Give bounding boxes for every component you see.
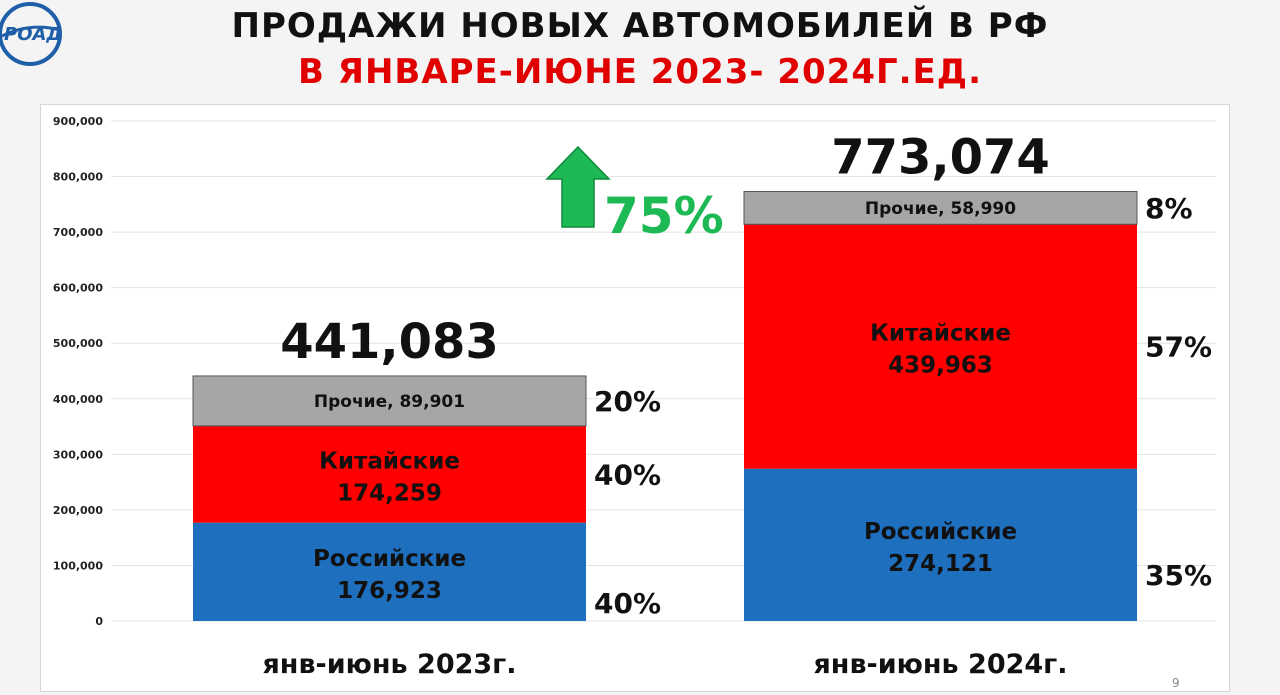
svg-text:РОАД: РОАД (4, 24, 62, 45)
category-label: янв-июнь 2024г. (813, 649, 1067, 680)
total-label: 441,083 (280, 314, 499, 370)
share-label: 40% (594, 458, 661, 491)
share-label: 40% (594, 587, 661, 620)
segment-value-label: 174,259 (337, 480, 442, 506)
segment-label: Прочие, 89,901 (314, 392, 465, 412)
share-label: 8% (1145, 192, 1193, 225)
y-tick-label: 300,000 (53, 448, 103, 461)
segment-chinese (744, 224, 1137, 469)
series-name-label: Российские (313, 546, 466, 572)
segment-russian (193, 522, 586, 621)
title-line-1: ПРОДАЖИ НОВЫХ АВТОМОБИЛЕЙ В РФ (231, 6, 1049, 46)
y-tick-label: 400,000 (53, 393, 103, 406)
y-tick-label: 200,000 (53, 504, 103, 517)
y-tick-label: 500,000 (53, 337, 103, 350)
segment-chinese (193, 425, 586, 523)
category-label: янв-июнь 2023г. (262, 649, 516, 680)
share-label: 35% (1145, 559, 1212, 592)
y-tick-label: 100,000 (53, 559, 103, 572)
growth-arrow-icon (545, 145, 611, 228)
segment-other (743, 191, 1138, 225)
stacked-bar-chart: 0 100,000 200,000 300,000 400,000 500,000 600,… (53, 115, 1216, 680)
chart-panel: 0 100,000 200,000 300,000 400,000 500,000 600,… (40, 104, 1230, 692)
segment-value-label: 176,923 (337, 578, 442, 604)
series-name-label: Российские (864, 519, 1017, 545)
segment-other (192, 375, 587, 427)
slide-number: 9 (1172, 676, 1180, 690)
y-tick-label: 900,000 (53, 115, 103, 128)
share-label: 57% (1145, 330, 1212, 363)
title-line-2: В ЯНВАРЕ-ИЮНЕ 2023- 2024Г.ЕД. (298, 52, 982, 92)
y-tick-label: 800,000 (53, 171, 103, 184)
segment-value-label: 274,121 (888, 551, 993, 577)
segment-russian (744, 468, 1137, 621)
y-tick-label: 0 (95, 615, 103, 628)
segment-label: Прочие, 58,990 (865, 199, 1016, 219)
share-label: 20% (594, 385, 661, 418)
series-name-label: Китайские (870, 320, 1011, 346)
total-label: 773,074 (831, 130, 1050, 186)
y-tick-label: 600,000 (53, 282, 103, 295)
road-logo: РОАД (0, 2, 62, 66)
series-name-label: Китайские (319, 448, 460, 474)
y-tick-label: 700,000 (53, 226, 103, 239)
segment-value-label: 439,963 (888, 352, 993, 378)
growth-label: 75% (604, 187, 724, 245)
